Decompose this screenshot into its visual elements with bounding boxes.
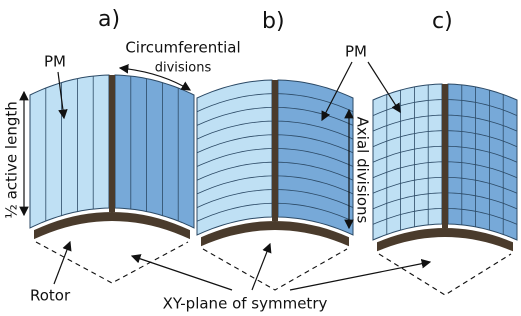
slot — [109, 75, 115, 212]
arrow — [54, 242, 70, 284]
arrow — [290, 262, 430, 290]
panel-label: a) — [98, 7, 120, 32]
panel-label: c) — [432, 9, 453, 34]
magnet-half — [197, 80, 272, 235]
pm-label: PM — [345, 43, 367, 61]
magnet-half — [115, 75, 194, 228]
slot — [442, 84, 448, 228]
magnet-half — [278, 80, 353, 235]
pm-label: PM — [44, 53, 66, 71]
panel-label: b) — [262, 9, 285, 34]
circumferential-label: divisions — [155, 61, 212, 76]
arrow — [252, 244, 270, 290]
length-label: ½ active length — [3, 101, 21, 218]
circumferential-label: Circumferential — [125, 39, 240, 57]
blocks — [30, 75, 517, 295]
arrow — [132, 256, 232, 290]
slot — [272, 80, 278, 221]
magnet-half — [30, 75, 109, 228]
rotor-label: Rotor — [30, 287, 71, 305]
symmetry-plane — [203, 249, 347, 290]
diagram: a) b) c) PM Circumferential divisions ½ … — [0, 0, 521, 316]
axial-label: Axial divisions — [354, 117, 372, 224]
plane-label: XY-plane of symmetry — [163, 295, 328, 313]
symmetry-plane — [36, 242, 188, 283]
symmetry-plane — [379, 254, 511, 295]
